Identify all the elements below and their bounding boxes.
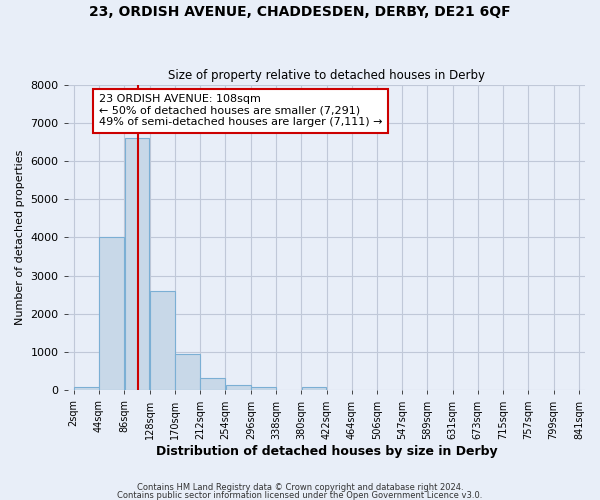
Bar: [99, 238, 124, 390]
Bar: [125, 138, 149, 390]
Bar: [251, 386, 276, 390]
Text: 23 ORDISH AVENUE: 108sqm
← 50% of detached houses are smaller (7,291)
49% of sem: 23 ORDISH AVENUE: 108sqm ← 50% of detach…: [99, 94, 383, 128]
Bar: [302, 388, 326, 390]
Text: Contains public sector information licensed under the Open Government Licence v3: Contains public sector information licen…: [118, 491, 482, 500]
X-axis label: Distribution of detached houses by size in Derby: Distribution of detached houses by size …: [155, 444, 497, 458]
Bar: [150, 291, 175, 390]
Title: Size of property relative to detached houses in Derby: Size of property relative to detached ho…: [168, 69, 485, 82]
Text: 23, ORDISH AVENUE, CHADDESDEN, DERBY, DE21 6QF: 23, ORDISH AVENUE, CHADDESDEN, DERBY, DE…: [89, 5, 511, 19]
Text: Contains HM Land Registry data © Crown copyright and database right 2024.: Contains HM Land Registry data © Crown c…: [137, 484, 463, 492]
Bar: [74, 386, 99, 390]
Bar: [175, 354, 200, 391]
Bar: [226, 386, 251, 390]
Bar: [200, 378, 225, 390]
Y-axis label: Number of detached properties: Number of detached properties: [15, 150, 25, 325]
